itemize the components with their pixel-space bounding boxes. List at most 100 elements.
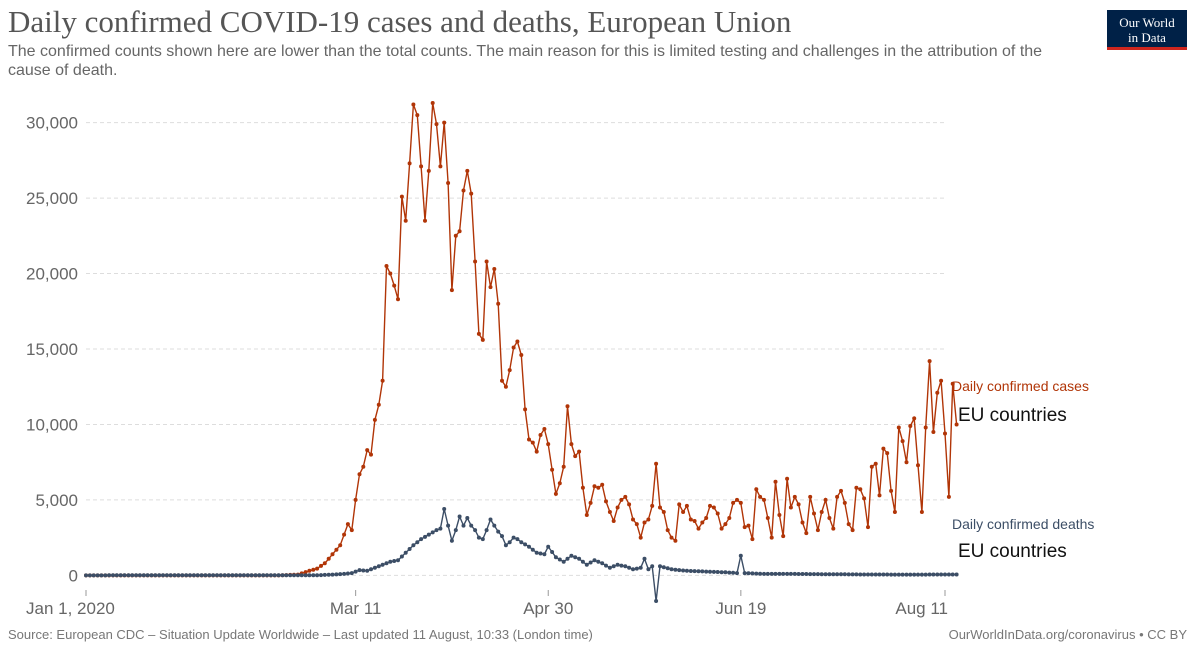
grid-lines	[86, 122, 945, 576]
data-point	[819, 572, 824, 577]
data-point	[889, 572, 894, 577]
data-point	[742, 571, 747, 576]
data-point	[815, 528, 820, 533]
data-point	[149, 573, 154, 578]
data-point	[411, 543, 416, 548]
data-point	[631, 517, 635, 522]
data-point	[669, 567, 674, 572]
data-point	[873, 572, 878, 577]
data-point	[889, 488, 894, 493]
data-point	[357, 472, 362, 477]
data-point	[919, 572, 924, 577]
data-point	[164, 573, 169, 578]
data-point	[369, 567, 373, 572]
data-point	[619, 563, 624, 568]
chart-title: Daily confirmed COVID-19 cases and death…	[8, 4, 792, 39]
data-point	[854, 485, 859, 490]
data-point	[688, 569, 693, 573]
data-point	[812, 511, 816, 516]
logo-line-1: Our World	[1119, 15, 1175, 30]
data-point	[84, 573, 88, 578]
deaths-annotation: EU countries	[958, 541, 1067, 562]
data-point	[527, 544, 531, 549]
data-point	[719, 570, 724, 575]
data-point	[461, 523, 466, 528]
data-point	[492, 523, 497, 528]
data-point	[719, 526, 724, 531]
data-point	[380, 562, 385, 567]
data-point	[850, 528, 855, 533]
data-point	[292, 573, 296, 578]
data-point	[484, 528, 489, 533]
data-point	[326, 556, 331, 561]
data-point	[904, 572, 909, 577]
data-point	[842, 572, 847, 577]
data-point	[580, 485, 585, 490]
data-point	[765, 516, 770, 520]
owid-logo[interactable]: Our World in Data	[1107, 10, 1187, 50]
data-point	[596, 559, 601, 564]
data-point	[230, 573, 235, 578]
data-point	[592, 484, 597, 489]
y-axis-ticks: 0 5,000 10,000 15,000 20,000 25,000 30,000	[26, 114, 78, 586]
data-point	[788, 571, 793, 576]
data-point	[442, 120, 447, 125]
data-point	[896, 572, 901, 577]
data-point	[399, 194, 404, 199]
data-point	[137, 573, 142, 578]
data-point	[665, 528, 670, 533]
data-point	[496, 301, 501, 306]
footer-credit[interactable]: OurWorldInData.org/coronavirus • CC BY	[948, 627, 1187, 642]
data-point	[145, 573, 150, 578]
data-point	[565, 556, 570, 561]
data-point	[919, 510, 924, 514]
data-point	[754, 571, 759, 576]
data-point	[939, 378, 944, 383]
data-point	[307, 573, 312, 578]
data-point	[457, 514, 462, 519]
data-point	[238, 573, 243, 578]
data-point	[449, 288, 454, 293]
data-point	[103, 573, 108, 578]
data-point	[788, 505, 793, 510]
data-point	[935, 572, 940, 577]
data-point	[785, 476, 790, 481]
data-point	[396, 297, 400, 302]
data-point	[403, 550, 408, 555]
data-point	[319, 573, 323, 578]
data-point	[796, 502, 801, 507]
data-point	[542, 552, 547, 557]
data-point	[434, 528, 439, 533]
data-point	[634, 566, 639, 571]
data-point	[241, 573, 246, 578]
data-point	[866, 525, 870, 530]
data-point	[249, 573, 254, 578]
data-point	[311, 567, 316, 572]
data-point	[580, 559, 585, 564]
data-point	[438, 164, 443, 169]
data-point	[557, 481, 562, 486]
data-point	[846, 572, 851, 577]
data-point	[307, 568, 312, 573]
data-point	[704, 569, 709, 574]
data-point	[538, 433, 543, 437]
data-point	[180, 573, 185, 578]
data-point	[839, 572, 843, 577]
data-point	[550, 467, 555, 472]
data-point	[631, 567, 635, 572]
data-point	[746, 523, 751, 528]
data-point	[419, 164, 424, 169]
data-point	[161, 573, 165, 578]
data-point	[345, 571, 350, 576]
data-point	[615, 505, 620, 510]
data-point	[534, 449, 539, 454]
data-point	[715, 511, 720, 516]
data-point	[908, 572, 913, 577]
data-point	[245, 573, 250, 578]
data-point	[492, 267, 497, 271]
data-point	[592, 558, 597, 563]
data-point	[176, 573, 181, 578]
data-point	[711, 569, 716, 574]
data-point	[692, 569, 697, 574]
data-point	[673, 538, 678, 543]
